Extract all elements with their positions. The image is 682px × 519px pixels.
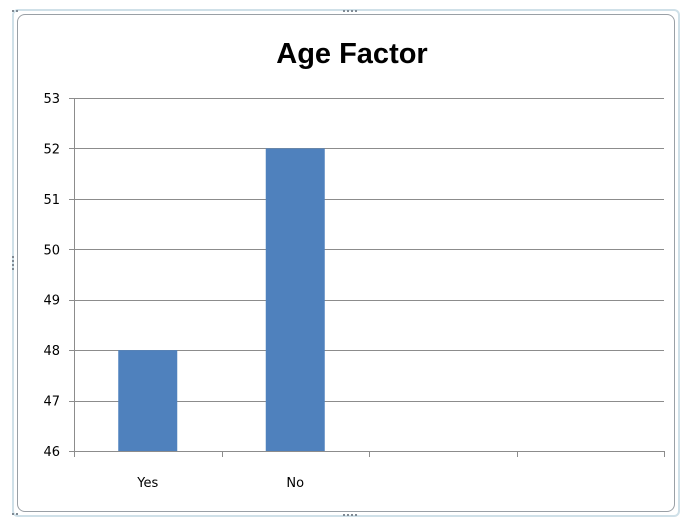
- y-tick-label: 52: [43, 142, 60, 157]
- x-tick-label: Yes: [136, 476, 158, 491]
- resize-handle-bottom-left[interactable]: [12, 513, 18, 515]
- x-axis-tick-labels: Yes No: [136, 476, 304, 491]
- y-tick-label: 51: [43, 193, 60, 208]
- x-tick-label: No: [286, 476, 304, 491]
- resize-handle-left[interactable]: [12, 256, 14, 270]
- chart-title: Age Factor: [276, 38, 427, 70]
- y-tick-label: 53: [43, 92, 60, 107]
- y-tick-label: 48: [43, 344, 60, 359]
- resize-handle-top-left[interactable]: [12, 10, 18, 12]
- gridlines: [69, 98, 664, 452]
- bars: [118, 148, 325, 451]
- resize-handle-bottom[interactable]: [343, 514, 357, 516]
- y-axis-tick-labels: 46 47 48 49 50 51 52 53: [43, 92, 60, 460]
- resize-handle-top[interactable]: [343, 10, 357, 12]
- y-tick-label: 47: [43, 395, 60, 410]
- y-tick-label: 50: [43, 243, 60, 258]
- bar-yes: [118, 350, 178, 451]
- axes: [74, 98, 665, 457]
- y-tick-label: 49: [43, 294, 60, 309]
- bar-no: [265, 148, 325, 451]
- y-tick-label: 46: [43, 445, 60, 460]
